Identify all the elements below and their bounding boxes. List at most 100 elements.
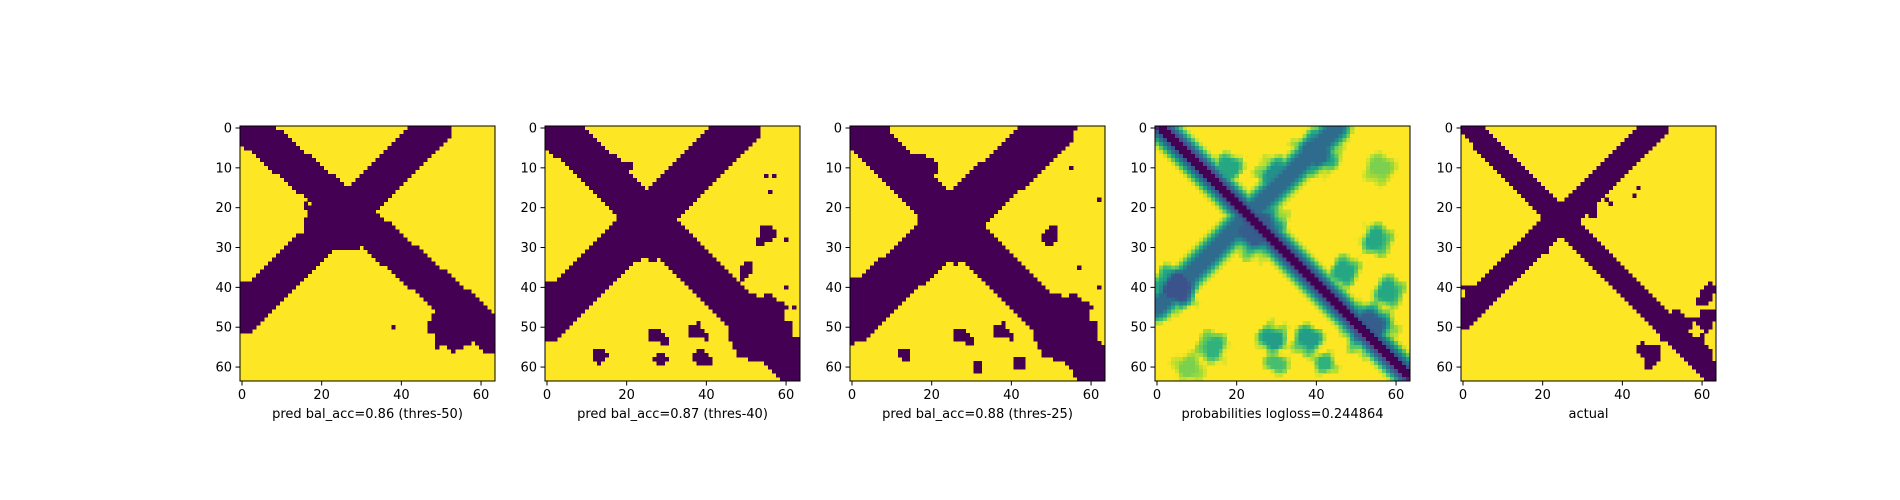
heatmap-cell [556, 333, 562, 338]
heatmap-cell [247, 281, 253, 286]
heatmap-cell [869, 157, 875, 163]
heatmap-cell [592, 265, 598, 270]
heatmap-cell [1045, 153, 1050, 159]
heatmap-cell [869, 325, 875, 330]
heatmap-cell [961, 237, 966, 242]
heatmap-cell [616, 237, 622, 242]
heatmap-cell [772, 317, 777, 322]
heatmap-cell [973, 177, 978, 183]
heatmap-cell [989, 269, 994, 274]
heatmap-cell [1025, 297, 1030, 302]
heatmap-cell [901, 161, 907, 167]
heatmap-cell [684, 249, 689, 254]
heatmap-cell [1190, 149, 1196, 155]
heatmap-cell [379, 249, 384, 254]
heatmap-cell [1049, 141, 1054, 147]
heatmap-cell [897, 261, 903, 266]
heatmap-cell [259, 309, 265, 314]
heatmap-cell [716, 161, 721, 167]
heatmap-cell [973, 189, 978, 195]
heatmap-cell [676, 173, 681, 179]
heatmap-cell [768, 333, 773, 338]
heatmap-cell [728, 325, 733, 330]
heatmap-cell [893, 249, 899, 254]
heatmap-cell [700, 273, 705, 278]
heatmap-cell [957, 225, 962, 230]
heatmap-cell [1334, 126, 1339, 131]
heatmap-cell [853, 293, 859, 298]
heatmap-cell [744, 309, 749, 314]
heatmap-cell [307, 173, 313, 179]
heatmap-cell [624, 173, 630, 179]
heatmap-cell [776, 321, 781, 326]
heatmap-cell [1061, 297, 1066, 302]
heatmap-cell [1005, 265, 1010, 270]
heatmap-cell [323, 233, 328, 238]
heatmap-cell [564, 317, 570, 322]
heatmap-cell [407, 169, 412, 175]
heatmap-cell [1013, 157, 1018, 163]
heatmap-cell [604, 185, 610, 191]
heatmap-cell [857, 309, 863, 314]
heatmap-cell [993, 289, 998, 294]
heatmap-cell [692, 157, 697, 163]
heatmap-cell [740, 321, 745, 326]
heatmap-cell [628, 181, 633, 187]
heatmap-cell [279, 285, 285, 290]
heatmap-cell [656, 221, 661, 226]
heatmap-cell [564, 141, 570, 147]
heatmap-cell [1029, 165, 1034, 171]
heatmap-cell [756, 241, 761, 246]
heatmap-cell [941, 253, 946, 258]
heatmap-cell [644, 249, 649, 254]
heatmap-cell [953, 217, 958, 222]
heatmap-cell [696, 265, 701, 270]
heatmap-cell [865, 145, 871, 151]
heatmap-cell [335, 197, 340, 203]
heatmap-cell [1001, 249, 1006, 254]
heatmap-cell [756, 313, 761, 318]
heatmap-cell [1322, 126, 1327, 131]
heatmap-cell [1065, 301, 1070, 306]
heatmap-cell [447, 277, 452, 282]
heatmap-cell [307, 161, 313, 167]
heatmap-cell [1033, 161, 1038, 167]
heatmap-cell [756, 305, 761, 310]
heatmap-cell [387, 261, 392, 266]
heatmap-cell [291, 237, 297, 242]
heatmap-cell [953, 261, 958, 266]
heatmap-cell [299, 153, 305, 159]
heatmap-cell [471, 321, 476, 326]
heatmap-cell [748, 325, 753, 330]
heatmap-cell [303, 189, 309, 195]
heatmap-cell [1085, 361, 1090, 366]
heatmap-cell [1045, 133, 1050, 139]
heatmap-cell [756, 321, 761, 326]
heatmap-cell [351, 193, 356, 199]
heatmap-cell [371, 169, 376, 175]
heatmap-cell [644, 197, 649, 203]
heatmap-cell [969, 237, 974, 242]
heatmap-cell [913, 253, 919, 258]
heatmap-cell [981, 193, 986, 199]
heatmap-cell [1158, 141, 1164, 147]
heatmap-cell [632, 253, 637, 258]
heatmap-cell [263, 129, 269, 135]
heatmap-cell [1033, 293, 1038, 298]
heatmap-cell [584, 137, 590, 143]
heatmap-cell [897, 161, 903, 167]
heatmap-cell [857, 133, 863, 139]
heatmap-cell [560, 305, 566, 310]
heatmap-cell [1073, 321, 1078, 326]
heatmap-cell [720, 161, 725, 167]
heatmap-cell [724, 281, 729, 286]
heatmap-cell [247, 145, 253, 151]
heatmap-cell [993, 149, 998, 155]
heatmap-cell [760, 325, 765, 330]
heatmap-cell [756, 126, 761, 131]
heatmap-cell [403, 161, 408, 167]
heatmap-cell [251, 297, 257, 302]
heatmap-cell [1053, 333, 1058, 338]
heatmap-cell [873, 165, 879, 171]
heatmap-cell [303, 153, 309, 159]
